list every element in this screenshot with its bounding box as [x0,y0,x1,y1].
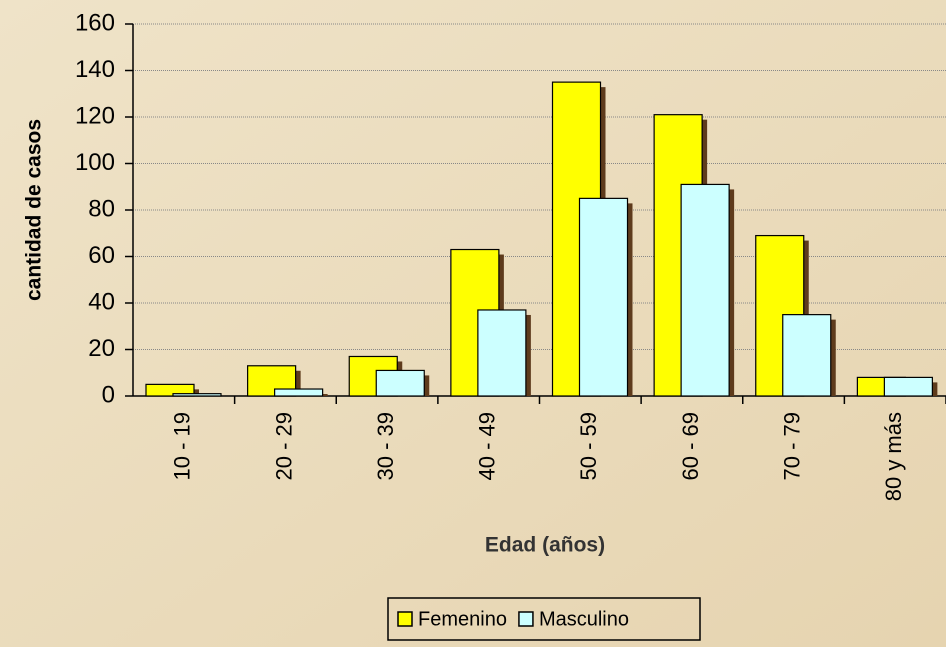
y-tick-label: 0 [102,381,115,408]
bar [477,309,527,397]
y-tick-label: 80 [88,195,115,222]
x-tick-label: 20 - 29 [271,412,296,481]
x-tick-label: 40 - 49 [475,412,500,481]
y-tick-label: 40 [88,288,115,315]
bar [172,393,222,397]
y-tick-label: 160 [75,9,115,36]
x-tick-label: 80 y más [881,412,906,501]
x-axis-label: Edad (años) [485,534,605,557]
legend-swatch [397,611,413,627]
legend-label: Femenino [418,608,507,630]
y-tick-label: 100 [75,149,115,176]
x-tick-label: 10 - 19 [170,412,195,481]
bar [883,376,933,397]
bar [578,197,629,397]
y-axis-label: cantidad de casos [23,119,46,301]
y-tick-label: 140 [75,56,115,83]
legend-swatch [518,611,534,627]
x-tick-label: 70 - 79 [779,412,804,481]
x-tick-label: 30 - 39 [373,412,398,481]
bar [680,183,730,397]
x-tick-label: 60 - 69 [678,412,703,481]
legend-label: Masculino [539,608,629,630]
y-tick-label: 120 [75,102,115,129]
bar [782,314,832,397]
legend-box [387,597,701,641]
y-tick-label: 20 [88,335,115,362]
bar [375,369,425,397]
bar [145,383,195,397]
legend: Femenino Masculino [387,597,701,641]
bar [274,388,324,397]
x-tick-label: 50 - 59 [576,412,601,481]
y-tick-label: 60 [88,242,115,269]
